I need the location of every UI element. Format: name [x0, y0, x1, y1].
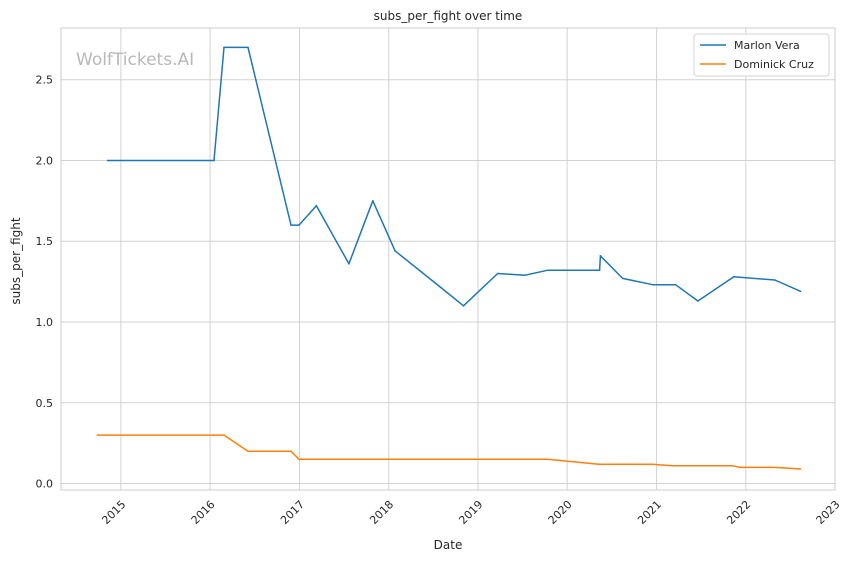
series-lines [96, 46, 802, 470]
data-point [799, 290, 802, 293]
data-point [298, 224, 300, 226]
data-point [394, 250, 396, 252]
data-point [671, 464, 674, 467]
grid [61, 28, 836, 490]
data-point [774, 279, 776, 281]
data-point [106, 159, 109, 162]
x-tick-label: 2015 [99, 498, 128, 527]
x-tick-label: 2021 [635, 498, 664, 527]
data-point [799, 468, 802, 470]
x-tick-label: 2023 [814, 498, 843, 527]
x-axis-label: Date [434, 538, 463, 552]
data-point [697, 300, 699, 302]
series-line-dominick-cruz [97, 434, 801, 470]
data-point [96, 434, 99, 436]
x-tick-label: 2016 [189, 498, 218, 527]
x-tick-label: 2022 [724, 498, 753, 527]
legend-label-dominick-cruz: Dominick Cruz [734, 58, 814, 71]
data-point [650, 463, 653, 465]
data-point [315, 204, 318, 207]
y-tick-label: 1.0 [36, 316, 54, 329]
points-marlon-vera [106, 46, 802, 307]
data-point [213, 434, 215, 436]
y-tick-label: 2.0 [36, 154, 54, 167]
x-tick-label: 2017 [278, 498, 307, 527]
x-axis-ticks: 2015 2016 2017 2018 2019 2020 2021 2022 2023 [99, 498, 842, 527]
series-line-marlon-vera [107, 46, 801, 307]
data-point [546, 458, 549, 461]
data-point [372, 200, 374, 202]
data-point [731, 464, 733, 467]
y-axis-ticks: 0.0 0.5 1.0 1.5 2.0 2.5 [36, 74, 54, 491]
data-point [290, 450, 292, 453]
x-tick-label: 2019 [456, 498, 485, 527]
data-point [290, 224, 292, 226]
data-point [733, 275, 735, 278]
data-point [597, 463, 600, 465]
y-tick-label: 0.0 [36, 478, 54, 491]
x-tick-label: 2018 [367, 498, 396, 527]
data-point [247, 450, 249, 453]
x-tick-label: 2020 [546, 498, 575, 527]
points-dominick-cruz [96, 434, 802, 470]
plot-frame [60, 27, 836, 491]
data-point [247, 46, 249, 49]
data-point [524, 274, 526, 276]
data-point [348, 263, 350, 265]
watermark: WolfTickets.AI [76, 50, 194, 70]
data-point [438, 285, 441, 288]
data-point [496, 272, 499, 275]
legend-frame [693, 33, 830, 77]
data-point [598, 269, 601, 272]
data-point [223, 434, 225, 436]
legend-label-marlon-vera: Marlon Vera [734, 39, 800, 52]
data-point [674, 284, 677, 286]
y-axis-label: subs_per_fight [9, 217, 23, 304]
y-tick-label: 2.5 [36, 74, 54, 87]
data-point [739, 466, 742, 469]
data-point [213, 159, 215, 162]
data-point [774, 466, 776, 469]
data-point [546, 269, 549, 272]
data-point [462, 305, 465, 307]
legend: Marlon Vera Dominick Cruz [693, 33, 830, 77]
data-point [621, 277, 624, 280]
data-point [298, 458, 300, 461]
data-point [223, 46, 225, 49]
data-point [652, 284, 655, 286]
y-tick-label: 0.5 [36, 397, 54, 410]
y-tick-label: 1.5 [36, 235, 54, 248]
plot-area [61, 28, 835, 490]
data-point [599, 254, 602, 257]
chart-title: subs_per_fight over time [374, 9, 523, 23]
